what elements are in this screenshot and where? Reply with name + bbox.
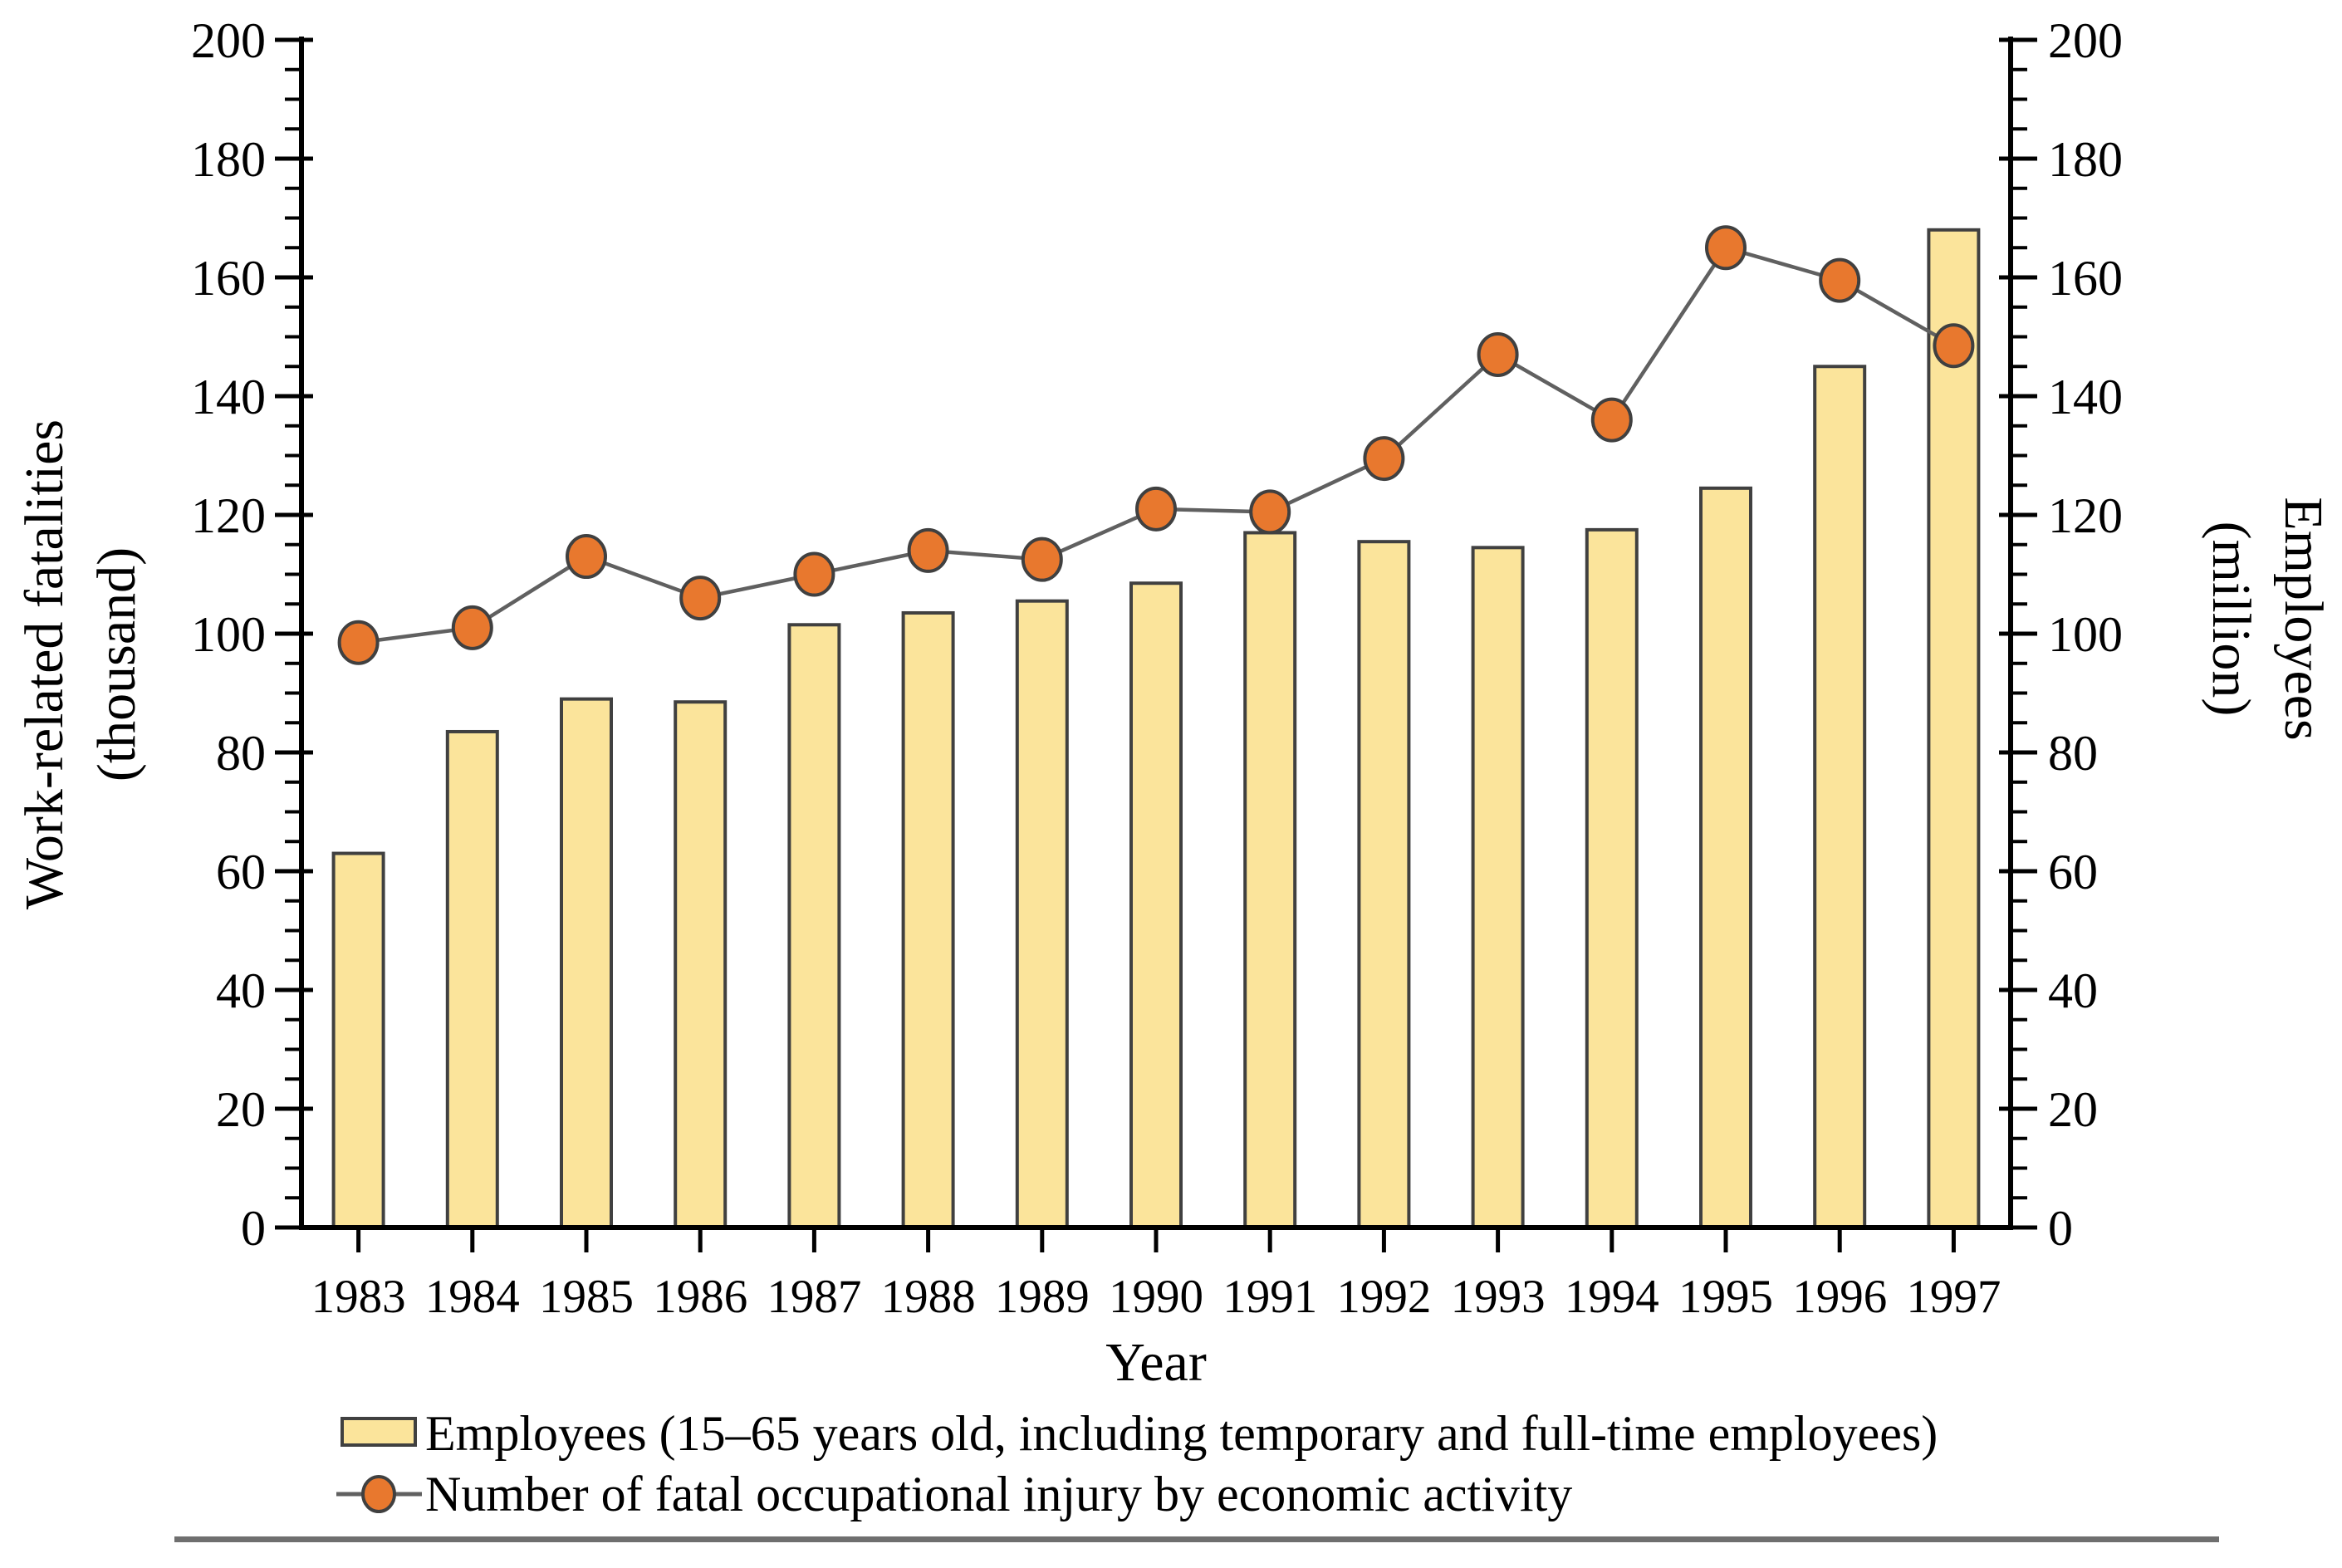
right-axis-tick-label-20: 20 (2048, 1082, 2098, 1137)
x-axis-label-1989: 1989 (995, 1271, 1090, 1323)
bar-1990 (1129, 581, 1183, 1229)
left-axis-tick-label-0: 0 (241, 1201, 266, 1256)
left-axis-title-line2: (thousand) (86, 547, 147, 782)
right-axis-title-line1: Employees (2273, 497, 2334, 740)
legend-label-employees: Employees (15–65 years old, including te… (425, 1406, 1938, 1461)
bar-1983 (331, 851, 385, 1230)
bar-1994 (1585, 527, 1639, 1229)
bar-1995 (1699, 486, 1752, 1229)
right-axis-tick-label-180: 180 (2048, 132, 2123, 187)
marker-1989 (1021, 537, 1063, 582)
left-axis-tick-label-40: 40 (216, 963, 266, 1018)
left-axis-tick-label-160: 160 (191, 251, 266, 306)
legend: Employees (15–65 years old, including te… (336, 1406, 1938, 1521)
marker-1993 (1477, 331, 1519, 377)
marker-1996 (1819, 257, 1861, 303)
right-axis-tick-label-60: 60 (2048, 845, 2098, 899)
marker-1990 (1135, 486, 1177, 532)
x-axis-label-1996: 1996 (1792, 1271, 1887, 1323)
bottom-rule (174, 1536, 2219, 1542)
marker-1997 (1933, 323, 1975, 369)
right-axis-tick-label-140: 140 (2048, 370, 2123, 424)
marker-1985 (566, 534, 607, 580)
left-axis-tick-label-120: 120 (191, 488, 266, 543)
right-axis-tick-label-120: 120 (2048, 488, 2123, 543)
x-axis-label-1984: 1984 (425, 1271, 520, 1323)
left-axis-tick-label-80: 80 (216, 726, 266, 781)
bar-1993 (1471, 546, 1525, 1229)
x-axis-label-1997: 1997 (1906, 1271, 2001, 1323)
x-axis-label-1983: 1983 (311, 1271, 406, 1323)
left-axis-tick-label-200: 200 (191, 13, 266, 68)
bar-1987 (787, 623, 841, 1229)
x-axis-title: Year (1105, 1332, 1207, 1393)
x-axis-label-1992: 1992 (1336, 1271, 1431, 1323)
right-axis-tick-label-40: 40 (2048, 963, 2098, 1018)
left-axis-tick-label-60: 60 (216, 845, 266, 899)
legend-label-fatalities: Number of fatal occupational injury by e… (425, 1467, 1572, 1521)
marker-1995 (1705, 225, 1747, 271)
plot-area: 0 0 20 20 40 40 60 60 80 80 100 100 120 120 140 140 160 1… (191, 13, 2123, 1323)
bar-1992 (1357, 540, 1411, 1229)
x-axis-label-1986: 1986 (653, 1271, 747, 1323)
bar-1989 (1015, 599, 1069, 1229)
right-axis-tick-label-200: 200 (2048, 13, 2123, 68)
left-axis-tick-label-140: 140 (191, 370, 266, 424)
legend-marker-icon (361, 1475, 396, 1513)
x-axis-label-1987: 1987 (767, 1271, 861, 1323)
bar-1988 (901, 610, 955, 1229)
legend-bar-swatch (341, 1417, 417, 1447)
right-axis-tick-label-0: 0 (2048, 1201, 2073, 1256)
left-axis-tick-label-100: 100 (191, 607, 266, 662)
left-axis-tick-label-20: 20 (216, 1082, 266, 1137)
bar-1996 (1813, 365, 1867, 1229)
right-axis-tick-label-80: 80 (2048, 726, 2098, 781)
marker-1988 (907, 527, 949, 573)
marker-1983 (337, 620, 380, 665)
bar-1986 (674, 700, 728, 1229)
x-axis-label-1990: 1990 (1109, 1271, 1203, 1323)
right-axis-tick-label-160: 160 (2048, 251, 2123, 306)
marker-1992 (1363, 436, 1405, 482)
marker-1994 (1590, 397, 1633, 443)
right-axis-tick-label-100: 100 (2048, 607, 2123, 662)
left-axis-title-line1: Work-related fatalities (14, 419, 75, 909)
marker-1984 (451, 605, 493, 650)
x-axis-label-1988: 1988 (881, 1271, 976, 1323)
x-axis-label-1994: 1994 (1565, 1271, 1659, 1323)
bar-1985 (560, 697, 613, 1229)
x-axis-label-1991: 1991 (1222, 1271, 1317, 1323)
x-axis-label-1993: 1993 (1451, 1271, 1546, 1323)
marker-1991 (1249, 489, 1291, 535)
x-axis-label-1995: 1995 (1678, 1271, 1773, 1323)
right-axis-title-line2: (million) (2201, 522, 2261, 717)
bar-1997 (1927, 228, 1981, 1229)
marker-1986 (679, 576, 722, 621)
marker-1987 (793, 551, 835, 597)
bar-1984 (445, 729, 499, 1229)
x-axis-label-1985: 1985 (539, 1271, 634, 1323)
bar-1991 (1243, 531, 1297, 1229)
left-axis-tick-label-180: 180 (191, 132, 266, 187)
